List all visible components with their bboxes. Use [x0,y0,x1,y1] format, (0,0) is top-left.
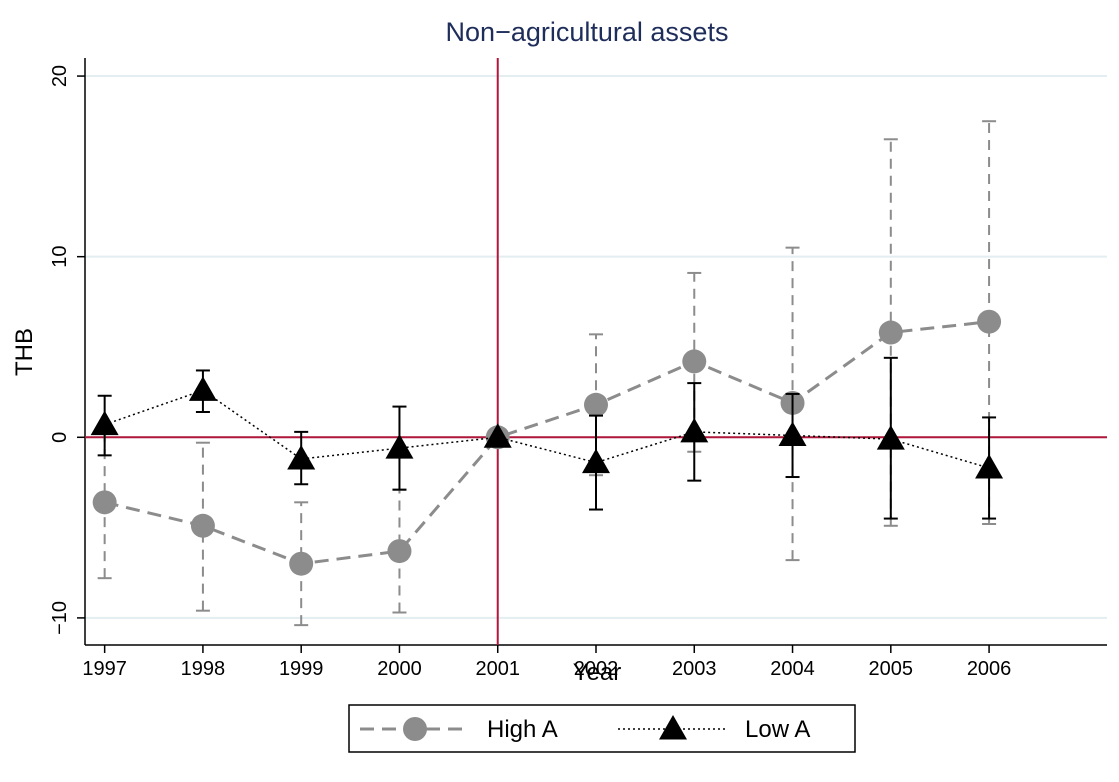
data-point [682,349,707,374]
legend-marker [403,717,427,741]
data-point [977,309,1002,334]
y-tick-label: −10 [49,601,71,635]
data-point [483,423,512,448]
data-point [92,490,117,515]
legend-label: High A [487,716,558,743]
legend-marker [659,715,687,740]
x-tick-label: 1997 [82,658,127,680]
x-tick-label: 1999 [279,658,324,680]
data-point [584,392,608,417]
data-point [190,513,215,538]
data-point [387,539,412,564]
series-line [104,389,990,469]
x-tick-label: 2002 [574,658,619,680]
data-point [289,551,314,576]
data-point [90,410,119,436]
x-axis-title: Year [573,659,622,686]
data-point [385,434,414,459]
x-tick-label: 1998 [181,658,226,680]
data-point [287,444,316,470]
x-tick-label: 2000 [377,658,422,680]
x-tick-label: 2004 [770,658,815,680]
y-tick-label: 0 [49,432,71,443]
y-axis-title: THB [11,328,38,376]
y-tick-label: 20 [49,65,71,87]
x-tick-label: 2003 [672,658,717,680]
data-point [876,425,905,450]
data-point [878,320,903,345]
data-point [975,453,1004,479]
y-tick-label: 10 [49,246,71,268]
series-line [104,320,990,566]
legend-label: Low A [745,716,810,743]
data-point [582,448,610,474]
x-tick-label: 2006 [967,658,1012,680]
data-point [680,417,709,443]
data-point [778,421,807,446]
x-tick-label: 2001 [475,658,520,680]
x-tick-label: 2005 [869,658,914,680]
data-point [188,376,217,401]
chart-title: Non−agricultural assets [446,17,729,47]
